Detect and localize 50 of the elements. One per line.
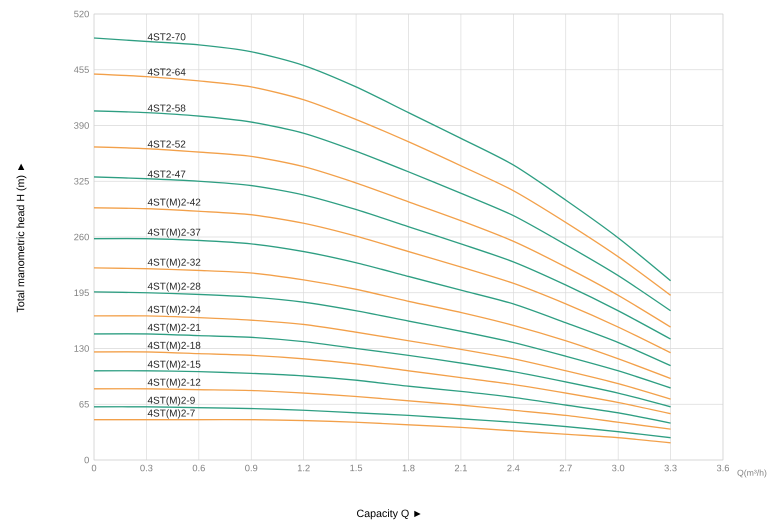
line-series	[93, 370, 672, 424]
series-label: 4ST(M)2-15	[148, 360, 200, 370]
text: Q(m³/h)	[737, 469, 766, 478]
series-label: 4ST2-52	[148, 140, 186, 148]
y-tick-label: 455	[74, 66, 89, 73]
series-label: 4ST(M)2-12	[148, 378, 200, 388]
x-tick-label: 2.1	[454, 464, 467, 472]
line-series	[93, 291, 672, 389]
x-tick-label: 1.8	[402, 464, 415, 472]
line-series	[93, 406, 672, 438]
series-label: 4ST2-47	[148, 170, 186, 178]
x-tick-label: 0.9	[245, 464, 258, 472]
x-tick-label: 0.3	[140, 464, 152, 472]
series-label: 4ST(M)2-37	[148, 228, 200, 238]
x-axis-title: Capacity Q ►	[357, 509, 421, 520]
y-tick-label: 260	[74, 234, 89, 240]
series-label: 4ST2-58	[148, 104, 186, 112]
x-tick-label: 3.3	[664, 464, 677, 472]
line-series	[93, 388, 672, 430]
series-label: 4ST(M)2-9	[148, 396, 195, 406]
series-label: 4ST2-70	[148, 33, 186, 40]
y-tick-label: 65	[79, 400, 89, 408]
x-tick-label: 2.7	[560, 464, 572, 472]
line-series	[93, 207, 672, 354]
line-series	[93, 267, 672, 380]
series-label: 4ST(M)2-32	[148, 258, 200, 268]
y-tick-label: 390	[74, 122, 89, 129]
x-tick-label: 3.0	[612, 464, 624, 472]
x-tick-label: 0.6	[192, 464, 205, 472]
line-series	[93, 333, 672, 408]
series-label: 4ST(M)2-28	[148, 282, 200, 292]
series-label: 4ST(M)2-21	[148, 324, 200, 333]
x-tick-label: 2.4	[507, 464, 520, 472]
series-label: 4ST2-64	[148, 68, 186, 76]
line-series	[93, 418, 672, 444]
series-label: 4ST(M)2-7	[148, 409, 195, 419]
y-tick-label: 130	[74, 345, 89, 352]
y-tick-label: 520	[74, 10, 89, 18]
line-series	[93, 176, 672, 340]
y-axis-title: Total manometric head H (m) ►	[16, 164, 26, 312]
series-label: 4ST(M)2-18	[148, 342, 200, 351]
series-label: 4ST(M)2-24	[148, 306, 201, 315]
series-label: 4ST(M)2-42	[148, 198, 200, 208]
y-tick-label: 0	[84, 456, 89, 464]
y-tick-label: 195	[74, 289, 89, 296]
y-tick-label: 325	[74, 178, 89, 185]
x-tick-label: 3.6	[716, 464, 730, 472]
x-tick-label: 1.2	[298, 464, 310, 472]
x-tick-label: 0	[92, 464, 96, 472]
x-tick-label: 1.5	[350, 464, 362, 472]
